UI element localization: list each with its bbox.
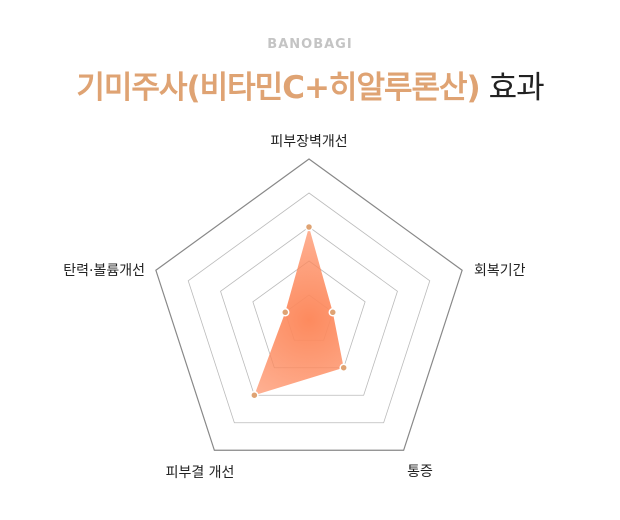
brand-label: BANOBAGI (267, 37, 353, 52)
data-point (280, 308, 290, 317)
grid-ring (155, 158, 463, 451)
title-highlight: 기미주사(비타민C+히알루론산) (76, 70, 480, 106)
axis-label: 탄력·볼륨개선 (63, 263, 145, 279)
data-point (250, 390, 259, 400)
axis-label: 피부장벽개선 (270, 134, 347, 150)
data-point (328, 308, 338, 317)
axis-label: 통증 (407, 464, 433, 480)
data-point (339, 363, 348, 372)
grid-ring (187, 192, 431, 424)
title-rest: 효과 (488, 70, 545, 106)
data-point (304, 222, 314, 232)
grid-ring (220, 226, 398, 396)
axis-label: 회복기간 (474, 263, 526, 279)
axis-label: 피부결 개선 (166, 465, 235, 481)
data-area (254, 227, 344, 396)
page-title: 기미주사(비타민C+히알루론산) 효과 (0, 62, 620, 107)
